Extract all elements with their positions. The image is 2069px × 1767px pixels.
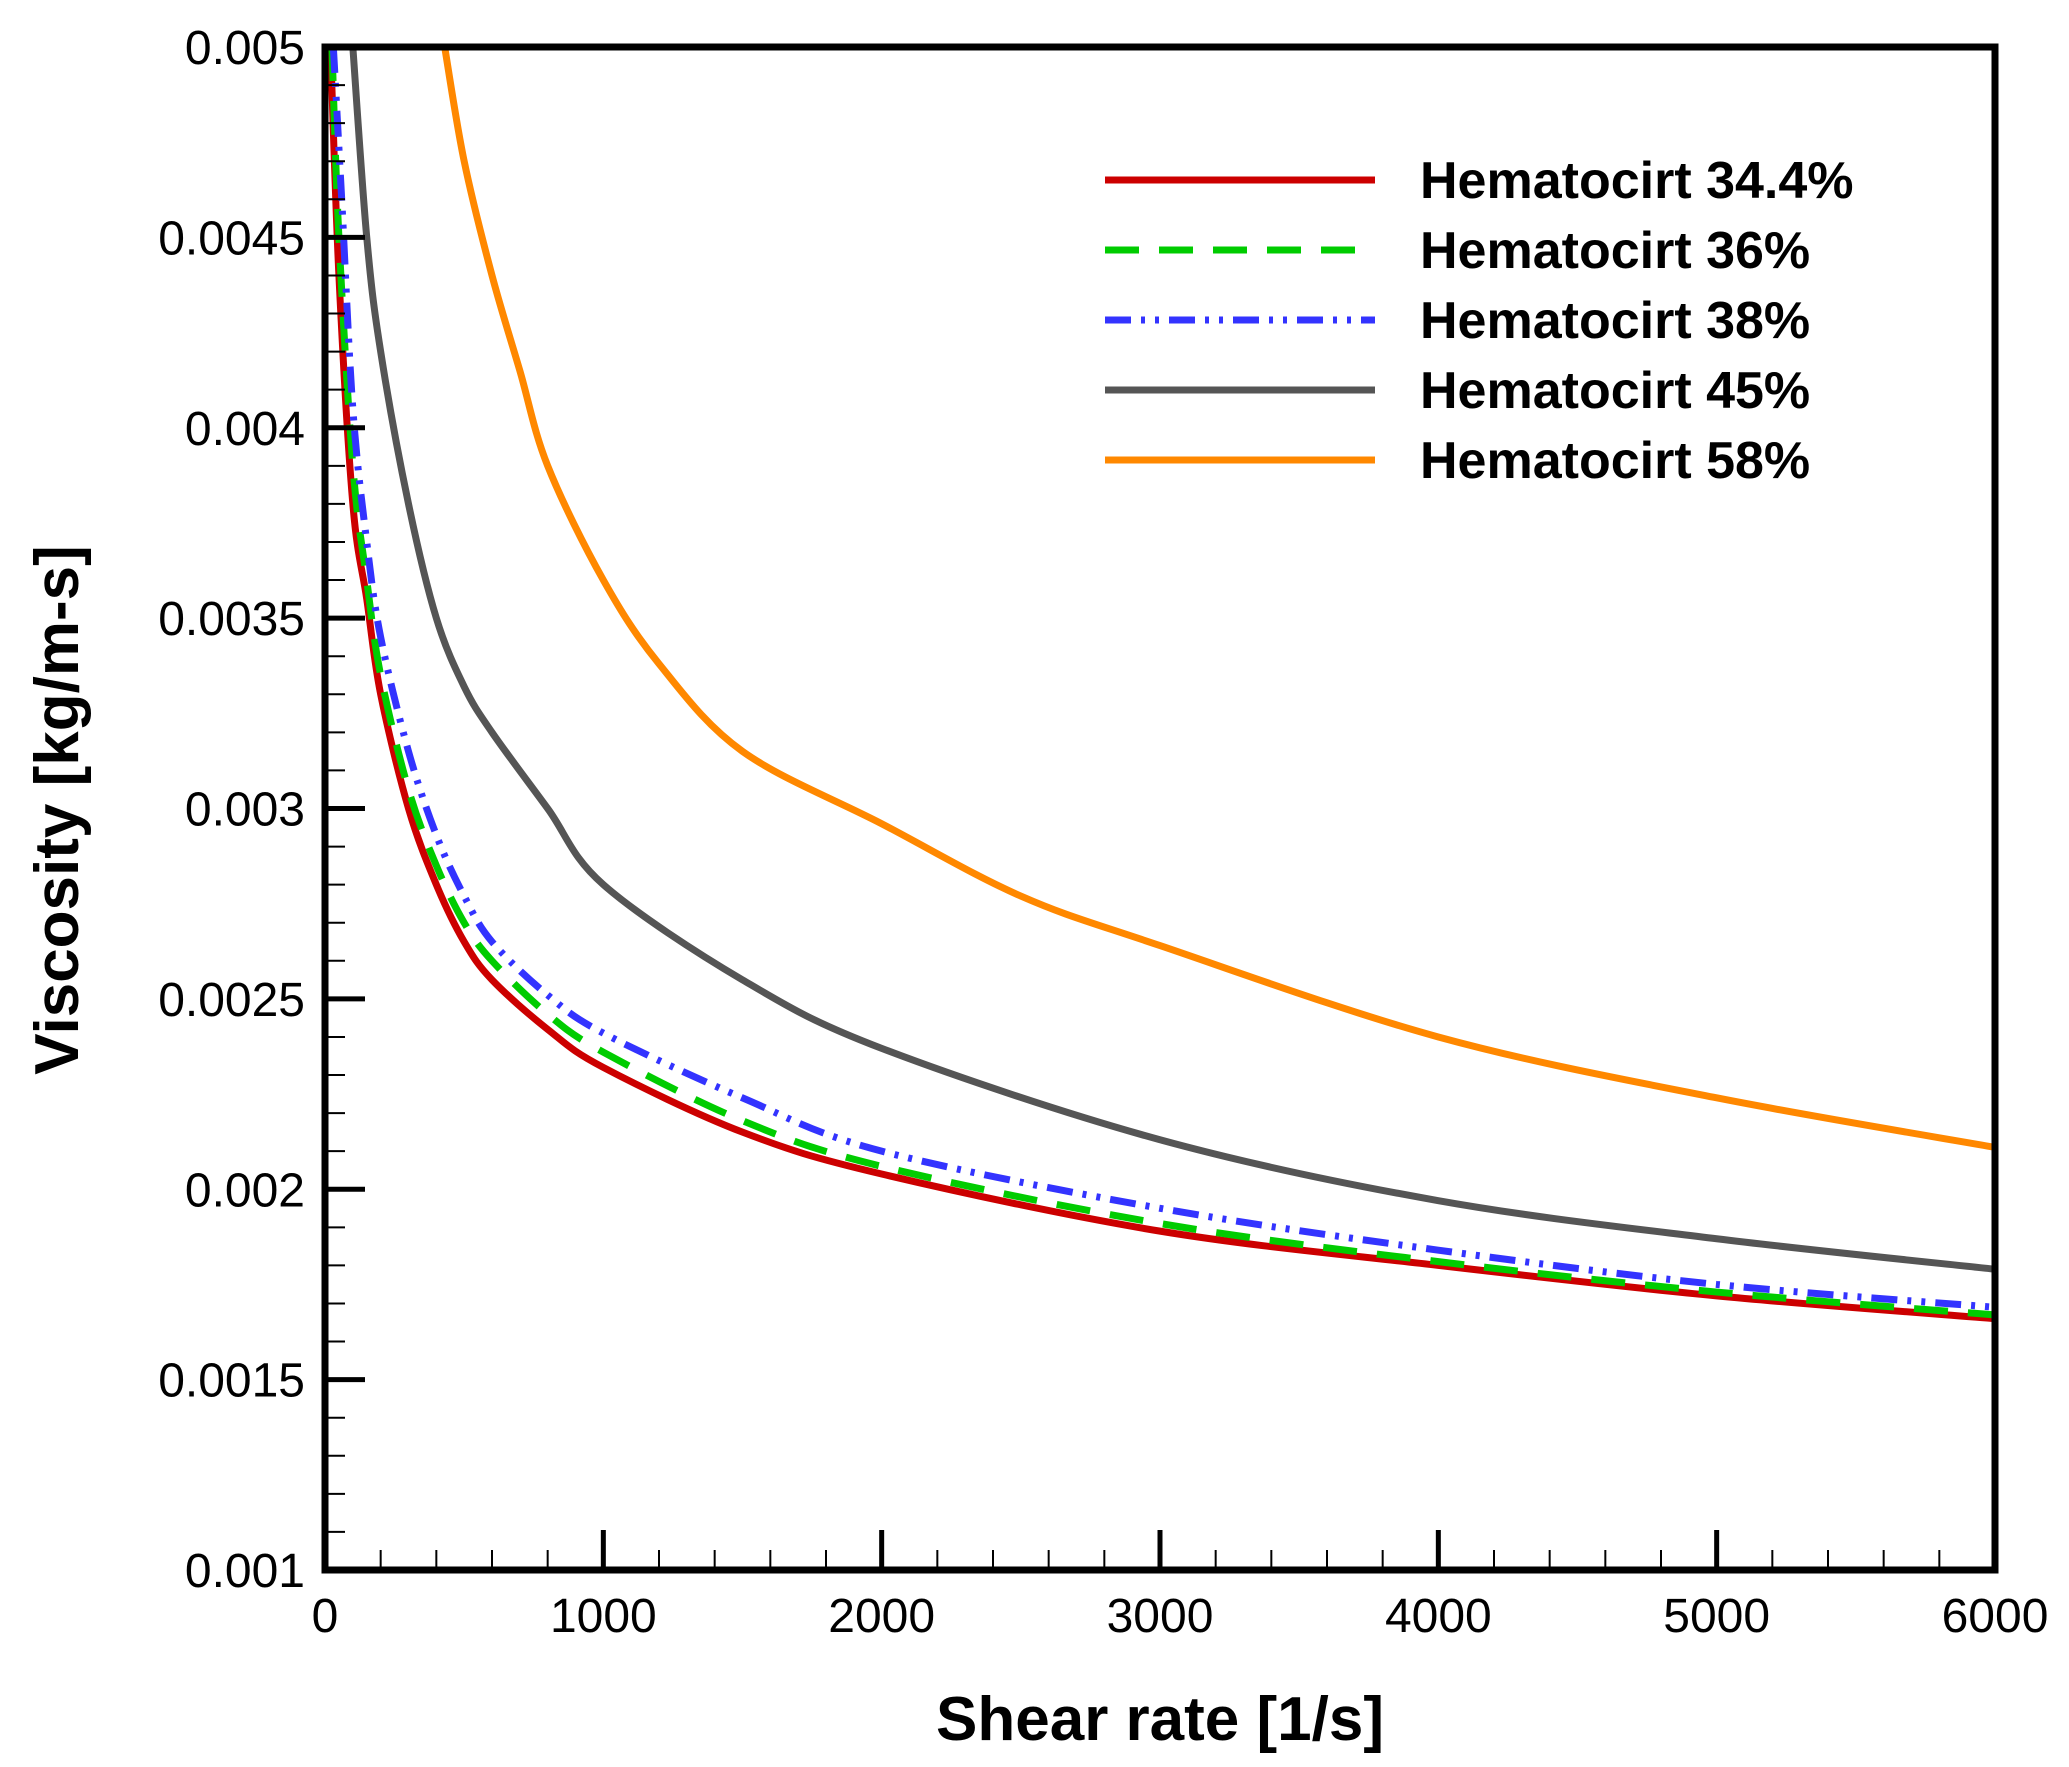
legend-label-4: Hematocirt 45% xyxy=(1420,362,1810,420)
legend-label-2: Hematocirt 36% xyxy=(1420,222,1810,280)
legend: Hematocirt 34.4% Hematocirt 36% Hematocirt… xyxy=(1105,152,1854,490)
y-tick-label: 0.0035 xyxy=(158,593,305,646)
x-tick-label: 1000 xyxy=(550,1590,657,1643)
y-tick-label: 0.003 xyxy=(185,784,305,837)
x-tick-label: 0 xyxy=(312,1590,339,1643)
series-layer xyxy=(327,47,1995,1323)
series-line-5 xyxy=(441,47,1995,1151)
y-axis-title: Viscosity [kg/m-s] xyxy=(23,545,92,1074)
y-tick-label: 0.0045 xyxy=(158,212,305,265)
tick-layer: 0 1000 2000 3000 4000 5000 6000 0.001 0.0015 0.00… xyxy=(158,22,2048,1643)
x-tick-label: 5000 xyxy=(1663,1590,1770,1643)
x-tick-label: 6000 xyxy=(1942,1590,2049,1643)
x-tick-label: 2000 xyxy=(828,1590,935,1643)
y-tick-label: 0.004 xyxy=(185,403,305,456)
y-tick-label: 0.005 xyxy=(185,22,305,75)
y-tick-label: 0.001 xyxy=(185,1545,305,1598)
legend-label-1: Hematocirt 34.4% xyxy=(1420,152,1854,210)
series-line-1 xyxy=(327,47,1995,1323)
legend-label-3: Hematocirt 38% xyxy=(1420,292,1810,350)
x-tick-label: 4000 xyxy=(1385,1590,1492,1643)
series-line-4 xyxy=(349,47,1995,1273)
series-line-2 xyxy=(328,47,1995,1319)
series-line-3 xyxy=(329,47,1995,1311)
y-tick-label: 0.0015 xyxy=(158,1355,305,1408)
x-axis-title: Shear rate [1/s] xyxy=(936,1685,1384,1754)
y-tick-label: 0.002 xyxy=(185,1164,305,1217)
legend-label-5: Hematocirt 58% xyxy=(1420,432,1810,490)
x-tick-label: 3000 xyxy=(1107,1590,1214,1643)
y-tick-label: 0.0025 xyxy=(158,974,305,1027)
